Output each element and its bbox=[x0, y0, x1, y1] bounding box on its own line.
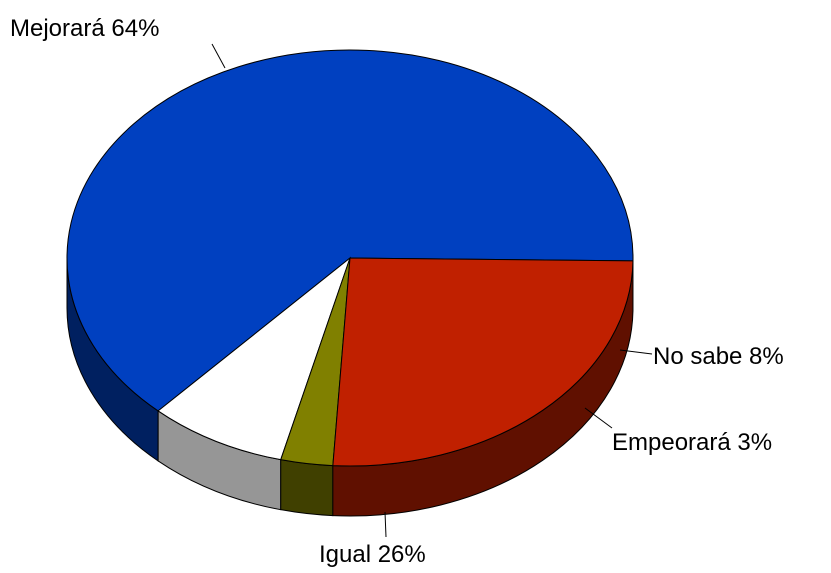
leader-line-igual bbox=[384, 511, 387, 538]
data-label-no-sabe: No sabe 8% bbox=[653, 343, 784, 370]
leader-line-no-sabe bbox=[619, 349, 653, 355]
leader-line-mejorara bbox=[211, 43, 226, 69]
data-labels: Mejorará 64% No sabe 8% Empeorará 3% Igu… bbox=[10, 15, 784, 568]
leader-line-empeorara bbox=[584, 407, 613, 429]
pie-top-faces bbox=[66, 49, 634, 467]
data-label-mejorara: Mejorará 64% bbox=[10, 15, 159, 42]
pie-slice-igual bbox=[332, 257, 634, 467]
data-label-igual: Igual 26% bbox=[319, 541, 426, 568]
pie-side-empeorara bbox=[280, 459, 334, 517]
pie-slice-no-sabe bbox=[157, 256, 352, 461]
data-label-empeorara: Empeorará 3% bbox=[612, 429, 772, 456]
leader-lines bbox=[211, 43, 653, 538]
pie-slice-mejorara bbox=[66, 49, 634, 412]
